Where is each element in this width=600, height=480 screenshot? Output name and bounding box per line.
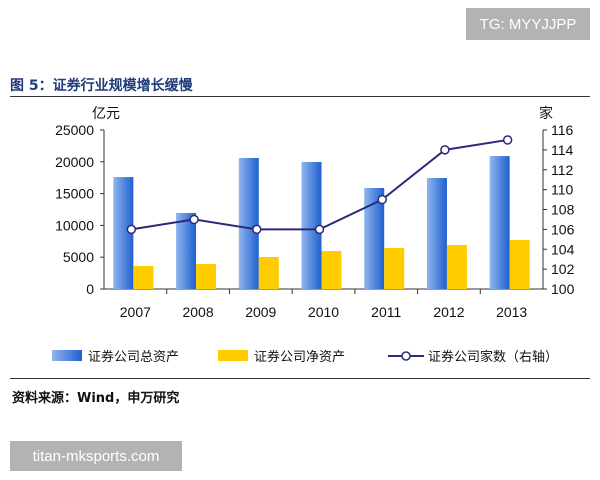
point-company-count [314,224,325,235]
watermark-bottom: titan-mksports.com [10,441,182,471]
point-company-count [126,224,137,235]
bar-net-assets [258,257,279,289]
right-tick-label: 106 [551,221,575,237]
left-tick-label: 20000 [55,154,94,170]
x-tick-label: 2013 [496,304,527,320]
bar-total-assets [426,178,447,289]
legend-swatch [218,350,248,361]
watermark-top: TG: MYYJJPP [466,8,590,40]
x-tick-label: 2007 [120,304,151,320]
x-tick-label: 2011 [371,304,401,320]
legend-label: 证券公司家数（右轴） [428,350,559,365]
point-company-count [252,224,262,235]
left-tick-label: 10000 [55,217,94,233]
legend-label: 证券公司总资产 [88,350,180,365]
bar-total-assets [364,188,385,289]
x-tick-label: 2010 [308,304,339,320]
divider [10,378,590,379]
legend-label: 证券公司净资产 [254,350,346,365]
right-tick-label: 110 [551,182,574,198]
left-tick-label: 25000 [55,122,94,138]
bar-total-assets [113,177,134,289]
x-tick-label: 2009 [245,304,276,320]
legend-swatch [52,350,82,361]
bar-total-assets [176,212,197,289]
legend-item-net-assets: 证券公司净资产 [218,346,345,365]
bar-net-assets [321,251,342,289]
right-tick-label: 102 [551,261,575,277]
left-tick-label: 5000 [63,249,94,265]
left-tick-label: 15000 [55,186,94,202]
figure-title: 图 5：证券行业规模增长缓慢 [10,78,193,94]
right-tick-label: 108 [551,202,575,218]
right-tick-label: 104 [551,241,575,257]
legend-item-total-assets: 证券公司总资产 [52,346,179,365]
right-axis-unit: 家 [539,105,553,121]
bar-net-assets [196,264,217,289]
point-company-count [189,214,199,225]
left-axis-unit: 亿元 [92,105,120,121]
bar-total-assets [301,161,322,289]
legend-item-company-count: 证券公司家数（右轴） [388,346,558,365]
source-note: 资料来源：Wind，申万研究 [12,391,180,406]
right-tick-label: 112 [551,162,574,178]
bar-total-assets [489,156,510,289]
legend-line-marker [388,350,424,361]
bar-net-assets [384,248,405,289]
point-company-count [502,135,513,145]
bar-net-assets [133,265,154,289]
bar-net-assets [509,240,530,289]
bar-net-assets [446,244,467,289]
point-company-count [377,194,387,205]
chart: 0 5000 10000 15000 20000 25000 100 102 104 106 108… [55,105,575,320]
bar-total-assets [238,157,259,289]
right-tick-label: 114 [551,142,574,158]
x-tick-label: 2012 [433,304,464,320]
divider [10,96,590,97]
right-tick-label: 100 [551,281,575,297]
right-tick-label: 116 [551,122,574,138]
point-company-count [440,145,450,155]
x-tick-label: 2008 [182,304,213,320]
left-tick-label: 0 [86,281,94,297]
